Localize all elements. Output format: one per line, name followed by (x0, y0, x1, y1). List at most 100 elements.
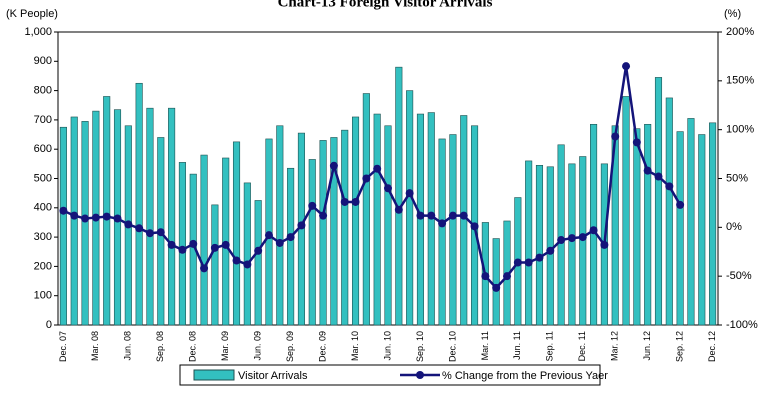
y-axis-title: (K People) (6, 8, 58, 20)
line-marker (503, 272, 512, 281)
line-marker (297, 221, 306, 230)
bar (59, 126, 67, 326)
legend-swatch (193, 369, 235, 381)
line-marker (102, 212, 111, 221)
line-marker (589, 226, 598, 235)
bar (308, 159, 316, 326)
bar (633, 128, 641, 326)
bar (178, 162, 186, 326)
line-marker (405, 189, 414, 198)
bar (449, 134, 457, 326)
line-marker (221, 240, 230, 249)
bar (103, 96, 111, 326)
line-marker (362, 174, 371, 183)
line-marker (189, 239, 198, 248)
line-marker (59, 206, 68, 215)
y-tick-label: 200 (34, 260, 52, 272)
line-marker (665, 182, 674, 191)
x-tick-label: Dec. 08 (188, 331, 198, 362)
line-marker (470, 222, 479, 231)
line-marker (210, 243, 219, 252)
chart-title: Chart-13 Foreign Visitor Arrivals (278, 0, 493, 10)
x-tick-label: Dec. 09 (317, 331, 327, 362)
bar (460, 115, 468, 326)
x-tick-label: Jun. 10 (382, 331, 392, 361)
bar (546, 166, 554, 326)
bar (232, 141, 241, 326)
line-marker (632, 138, 641, 147)
line-marker (567, 234, 576, 243)
y2-tick-label: 0% (726, 221, 742, 233)
line-marker (535, 253, 544, 262)
line-marker (513, 258, 522, 267)
line-marker (232, 256, 241, 265)
bar (438, 138, 446, 326)
line-marker (546, 246, 555, 255)
line-marker (254, 246, 263, 255)
line-marker (384, 184, 392, 193)
x-tick-label: Sep. 09 (285, 331, 295, 362)
bar (351, 116, 360, 326)
line-marker (167, 240, 176, 249)
line (62, 65, 682, 290)
line-marker (319, 211, 328, 220)
line-marker (329, 161, 338, 170)
y2-tick-label: -100% (726, 319, 758, 331)
x-tick-label: Dec. 07 (58, 331, 68, 362)
line-marker (373, 164, 382, 173)
x-tick-label: Mar. 10 (350, 331, 360, 361)
bar (687, 118, 695, 326)
x-tick-label: Dec. 10 (447, 331, 457, 362)
y-tick-label: 300 (34, 231, 52, 243)
y2-tick-label: 200% (726, 26, 754, 38)
bar (276, 125, 284, 326)
y-tick-label: 400 (34, 202, 52, 214)
bar (709, 122, 717, 326)
bar (168, 107, 176, 326)
bar (362, 93, 370, 326)
line-marker (135, 224, 144, 233)
bar (525, 160, 533, 326)
line-marker (70, 211, 79, 220)
bar (287, 167, 295, 326)
y-tick-label: 1,000 (24, 26, 52, 38)
line-marker (676, 200, 685, 209)
x-tick-label: Mar. 09 (220, 331, 230, 361)
bar (254, 200, 262, 326)
bar (590, 123, 598, 326)
y-tick-label: 500 (34, 172, 52, 184)
bar (698, 134, 706, 326)
y-tick-label: 0 (46, 319, 52, 331)
x-tick-label: Jun. 12 (642, 331, 652, 361)
line-marker (308, 201, 317, 210)
bar (492, 238, 500, 326)
bar (81, 121, 89, 326)
line-marker (178, 245, 187, 254)
bar (373, 113, 381, 326)
legend-marker (416, 371, 424, 379)
x-tick-label: Mar. 12 (610, 331, 620, 361)
bar (70, 116, 78, 326)
y-tick-label: 900 (34, 55, 52, 67)
bar (644, 123, 652, 326)
bar (611, 125, 619, 326)
y-tick-label: 700 (34, 114, 52, 126)
line-marker (654, 172, 663, 181)
y2-tick-label: 50% (726, 172, 748, 184)
line-marker (124, 220, 133, 229)
line-marker (243, 260, 252, 269)
line-marker (394, 205, 403, 214)
bar (535, 165, 544, 326)
bar (568, 163, 576, 326)
line-marker (416, 211, 425, 220)
y-tick-label: 100 (34, 290, 52, 302)
x-tick-label: Dec. 12 (707, 331, 717, 362)
line-marker (481, 272, 490, 281)
y2-axis-title: (%) (724, 8, 741, 20)
x-tick-label: Jun. 08 (123, 331, 133, 361)
x-tick-label: Sep. 12 (675, 331, 685, 362)
line-marker (91, 213, 100, 222)
bar (146, 107, 154, 326)
